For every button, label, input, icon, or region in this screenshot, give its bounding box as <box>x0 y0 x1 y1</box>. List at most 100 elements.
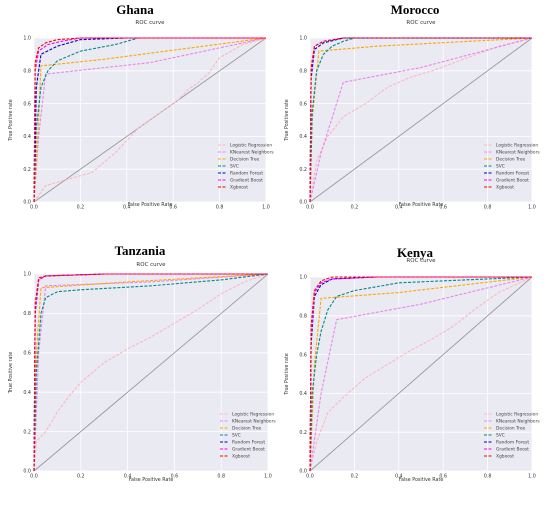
y-tick-label: 0.4 <box>23 134 31 140</box>
legend-label-knearest-neighbors: KNearest Neighbors <box>230 150 274 156</box>
roc-line-random-forest <box>309 37 532 203</box>
legend-label-xgboost: Xgboost <box>496 454 514 460</box>
x-axis-label: False Positive Rate <box>399 477 444 483</box>
legend-label-logistic-regression: Logistic Regression <box>496 143 538 149</box>
y-tick-label: 0.8 <box>23 69 31 75</box>
roc-line-svc <box>33 37 266 203</box>
chance-diagonal-line <box>309 276 533 472</box>
legend-label-gradient-boost: Gradient Boost <box>232 447 265 453</box>
legend-label-xgboost: Xgboost <box>232 454 250 460</box>
y-tick-label: 0.6 <box>299 101 307 107</box>
x-tick-label: 0.0 <box>306 474 314 480</box>
y-tick-label: 0.6 <box>23 351 31 357</box>
legend-label-knearest-neighbors: KNearest Neighbors <box>496 150 540 156</box>
legend-label-random-forest: Random Forest <box>232 440 265 446</box>
y-tick-label: 0.2 <box>23 167 31 173</box>
y-tick-label: 1.0 <box>23 36 31 42</box>
chance-diagonal-line <box>33 273 269 472</box>
roc-line-decision-tree <box>33 37 267 203</box>
y-tick-label: 0.0 <box>299 469 307 475</box>
roc-chart-kenya: ROC curve 0.0 0.2 0.4 0.6 0.8 1.0 0.0 0.2 0.4 0.6 0… <box>284 258 540 483</box>
x-tick-label: 0.4 <box>124 474 132 480</box>
y-tick-label: 0.8 <box>299 314 307 320</box>
country-title-tanzania: Tanzania <box>114 243 166 258</box>
chart-title: ROC curve <box>406 20 436 26</box>
y-tick-label: 0.6 <box>299 352 307 358</box>
legend-label-decision-tree: Decision Tree <box>230 157 260 163</box>
x-tick-label: 1.0 <box>528 474 536 480</box>
x-tick-label: 0.4 <box>123 205 131 211</box>
x-tick-label: 0.4 <box>395 205 403 211</box>
roc-line-logistic-regression <box>33 273 269 472</box>
legend-label-gradient-boost: Gradient Boost <box>496 447 529 453</box>
y-tick-label: 1.0 <box>23 272 31 278</box>
legend-label-xgboost: Xgboost <box>230 185 248 191</box>
roc-line-xgboost <box>33 273 268 472</box>
x-tick-label: 0.2 <box>351 205 359 211</box>
legend-label-logistic-regression: Logistic Regression <box>232 412 274 418</box>
legend-label-random-forest: Random Forest <box>496 440 529 446</box>
x-axis-label: False Positive Rate <box>129 477 174 483</box>
roc-line-svc <box>309 37 532 203</box>
chart-title: ROC curve <box>406 258 436 264</box>
y-tick-label: 0.2 <box>299 167 307 173</box>
roc-line-svc <box>309 276 533 472</box>
roc-line-knearest-neighbors <box>309 276 533 472</box>
legend-label-logistic-regression: Logistic Regression <box>230 143 272 149</box>
roc-chart-tanzania: ROC curve 0.0 0.2 0.4 0.6 0.8 1.0 0.0 0.2 0.4 0.6 0… <box>8 262 276 483</box>
x-tick-label: 0.6 <box>171 474 179 480</box>
country-title-kenya: Kenya <box>396 245 434 260</box>
x-tick-label: 0.6 <box>169 205 177 211</box>
roc-line-logistic-regression <box>309 37 533 203</box>
legend-label-svc: SVC <box>496 433 505 439</box>
chance-diagonal-line <box>309 37 533 203</box>
x-tick-label: 0.2 <box>77 205 85 211</box>
legend-label-random-forest: Random Forest <box>496 171 529 177</box>
legend-label-svc: SVC <box>230 164 239 170</box>
country-title-ghana: Ghana <box>116 2 154 17</box>
x-tick-label: 1.0 <box>264 474 272 480</box>
y-tick-label: 0.0 <box>23 200 31 206</box>
x-axis-label: False Positive Rate <box>128 202 173 208</box>
y-tick-label: 0.0 <box>23 469 31 475</box>
y-axis-label: True Positive rate <box>284 353 290 396</box>
y-axis-label: True Positive rate <box>8 99 14 142</box>
y-tick-label: 0.4 <box>23 390 31 396</box>
chart-title: ROC curve <box>136 262 166 268</box>
y-tick-label: 1.0 <box>299 275 307 281</box>
y-tick-label: 0.8 <box>23 311 31 317</box>
y-tick-label: 0.4 <box>299 134 307 140</box>
x-tick-label: 0.0 <box>30 205 38 211</box>
y-tick-label: 0.4 <box>299 391 307 397</box>
roc-line-xgboost <box>309 37 532 203</box>
legend-label-decision-tree: Decision Tree <box>496 157 526 163</box>
roc-line-knearest-neighbors <box>33 273 269 472</box>
roc-line-knearest-neighbors <box>309 37 533 203</box>
x-tick-label: 0.8 <box>216 205 224 211</box>
legend-label-knearest-neighbors: KNearest Neighbors <box>232 419 276 425</box>
y-tick-label: 0.6 <box>23 101 31 107</box>
roc-line-knearest-neighbors <box>33 37 267 203</box>
roc-line-xgboost <box>33 37 266 203</box>
y-axis-label: True Positive rate <box>8 352 14 395</box>
roc-chart-ghana: ROC curve 0.0 0.2 0.4 0.6 0.8 1.0 0.0 0.2 0.4 0.6 0… <box>8 20 274 211</box>
x-tick-label: 0.4 <box>395 474 403 480</box>
roc-line-decision-tree <box>309 276 533 472</box>
y-tick-label: 0.2 <box>299 430 307 436</box>
legend-label-knearest-neighbors: KNearest Neighbors <box>496 419 540 425</box>
legend-label-random-forest: Random Forest <box>230 171 263 177</box>
chart-title: ROC curve <box>135 20 165 26</box>
x-tick-label: 0.2 <box>77 474 85 480</box>
legend-label-decision-tree: Decision Tree <box>232 426 262 432</box>
x-tick-label: 0.0 <box>306 205 314 211</box>
legend-label-logistic-regression: Logistic Regression <box>496 412 538 418</box>
y-tick-label: 0.0 <box>299 200 307 206</box>
y-tick-label: 1.0 <box>299 36 307 42</box>
x-tick-label: 0.8 <box>484 474 492 480</box>
legend-label-svc: SVC <box>232 433 241 439</box>
x-axis-label: False Positive Rate <box>399 202 444 208</box>
roc-chart-morocco: ROC curve 0.0 0.2 0.4 0.6 0.8 1.0 0.0 0.2 0.4 0.6 0… <box>284 20 540 211</box>
legend-label-xgboost: Xgboost <box>496 185 514 191</box>
legend-label-gradient-boost: Gradient Boost <box>230 178 263 184</box>
legend-label-decision-tree: Decision Tree <box>496 426 526 432</box>
